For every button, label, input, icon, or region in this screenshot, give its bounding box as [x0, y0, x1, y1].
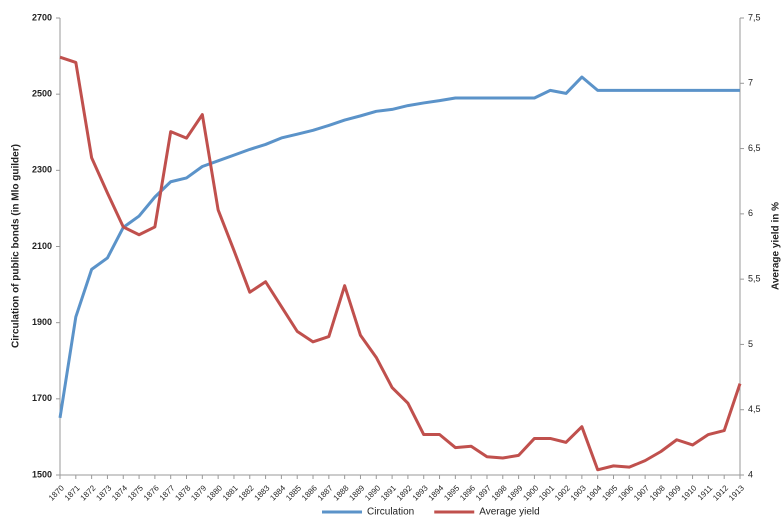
x-tick-label: 1900 — [521, 483, 540, 502]
y-tick-label: 1900 — [32, 317, 52, 327]
x-tick-label: 1905 — [600, 483, 619, 502]
x-tick-label: 1879 — [189, 483, 208, 502]
x-tick-label: 1913 — [727, 483, 746, 502]
y-tick-label: 2300 — [32, 165, 52, 175]
x-tick-label: 1875 — [126, 483, 145, 502]
y2-tick-label: 7,5 — [748, 12, 761, 22]
legend-label: Average yield — [479, 507, 539, 518]
x-tick-label: 1902 — [553, 483, 572, 502]
x-tick-label: 1890 — [363, 483, 382, 502]
x-tick-label: 1908 — [648, 483, 667, 502]
x-tick-label: 1911 — [696, 483, 715, 502]
x-tick-label: 1907 — [632, 483, 651, 502]
x-tick-label: 1885 — [284, 483, 303, 502]
x-tick-label: 1876 — [142, 483, 161, 502]
y-axis-title: Circulation of public bonds (in Mlo guil… — [11, 144, 22, 348]
x-tick-label: 1871 — [63, 483, 82, 502]
y2-tick-label: 4 — [748, 469, 753, 479]
x-tick-label: 1878 — [173, 483, 192, 502]
series-line — [58, 75, 740, 419]
x-tick-label: 1910 — [680, 483, 699, 502]
x-tick-label: 1898 — [490, 483, 509, 502]
x-tick-label: 1884 — [268, 483, 287, 502]
x-tick-label: 1874 — [110, 483, 129, 502]
legend-label: Circulation — [367, 507, 414, 518]
y2-tick-label: 6,5 — [748, 143, 761, 153]
x-tick-label: 1896 — [458, 483, 477, 502]
x-tick-label: 1887 — [316, 483, 335, 502]
y-tick-label: 2700 — [32, 12, 52, 22]
y-tick-label: 2500 — [32, 89, 52, 99]
x-tick-label: 1891 — [379, 483, 398, 502]
x-tick-label: 1870 — [47, 483, 66, 502]
x-tick-label: 1897 — [474, 483, 493, 502]
x-tick-label: 1895 — [442, 483, 461, 502]
x-tick-label: 1904 — [585, 483, 604, 502]
series-line — [59, 55, 742, 472]
x-tick-label: 1894 — [426, 483, 445, 502]
x-tick-label: 1872 — [79, 483, 98, 502]
y-tick-label: 2100 — [32, 241, 52, 251]
x-tick-label: 1881 — [221, 483, 240, 502]
x-tick-label: 1909 — [664, 483, 683, 502]
x-tick-label: 1912 — [711, 483, 730, 502]
x-tick-label: 1893 — [411, 483, 430, 502]
y2-tick-label: 4,5 — [748, 404, 761, 414]
x-tick-label: 1888 — [332, 483, 351, 502]
y2-tick-label: 5 — [748, 339, 753, 349]
x-tick-label: 1903 — [569, 483, 588, 502]
x-tick-label: 1882 — [237, 483, 256, 502]
x-tick-label: 1889 — [347, 483, 366, 502]
x-tick-label: 1883 — [253, 483, 272, 502]
y-tick-label: 1500 — [32, 469, 52, 479]
x-tick-label: 1901 — [537, 483, 556, 502]
y2-tick-label: 7 — [748, 78, 753, 88]
y-tick-label: 1700 — [32, 393, 52, 403]
x-tick-label: 1906 — [616, 483, 635, 502]
y2-tick-label: 6 — [748, 208, 753, 218]
x-tick-label: 1892 — [395, 483, 414, 502]
x-tick-label: 1899 — [506, 483, 525, 502]
x-tick-label: 1886 — [300, 483, 319, 502]
x-tick-label: 1880 — [205, 483, 224, 502]
y2-axis-title: Average yield in % — [771, 202, 782, 290]
x-tick-label: 1873 — [94, 483, 113, 502]
y2-tick-label: 5,5 — [748, 274, 761, 284]
x-tick-label: 1877 — [158, 483, 177, 502]
